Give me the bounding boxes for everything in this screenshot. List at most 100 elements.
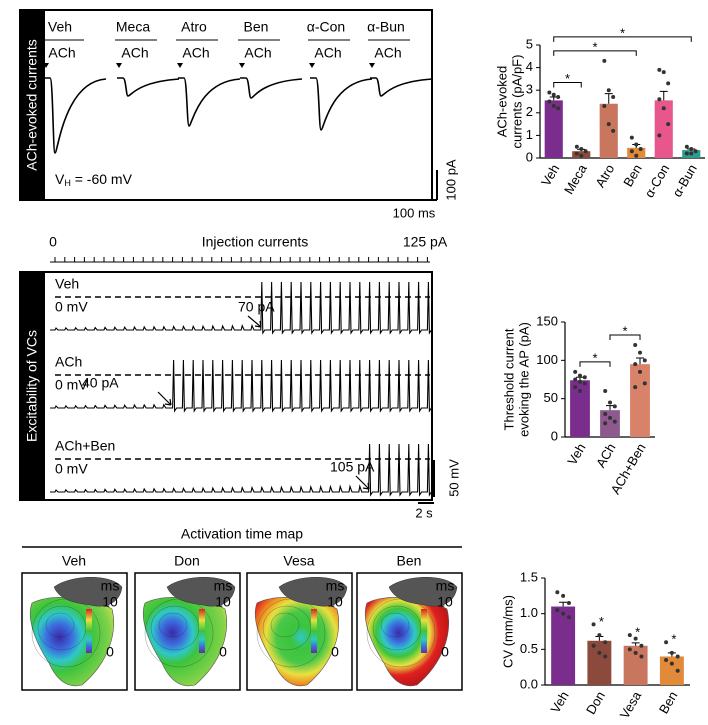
data-point — [675, 668, 680, 673]
y-tick-label: 4 — [526, 59, 533, 74]
bar — [551, 606, 576, 685]
current-trace — [178, 77, 241, 127]
side-label: ACh-evoked currents — [24, 39, 40, 171]
x-tick-label: Ben — [620, 162, 645, 190]
colorbar — [311, 609, 317, 653]
bar — [599, 103, 618, 158]
threshold-label: 105 pA — [330, 459, 375, 475]
y-tick-label: 1.5 — [520, 569, 538, 584]
data-point — [603, 389, 608, 393]
data-point — [597, 633, 602, 638]
data-point — [602, 104, 607, 109]
threshold-arrow — [355, 475, 370, 490]
data-point — [612, 404, 617, 409]
data-point — [669, 650, 674, 655]
data-point — [634, 153, 639, 158]
stimulus-label: ACh — [48, 45, 75, 61]
contour — [45, 612, 75, 638]
colorbar-unit: ms — [214, 578, 233, 594]
data-point — [657, 67, 662, 72]
x-tick-label: Vesa — [617, 688, 645, 721]
colorbar-unit: ms — [326, 578, 345, 594]
x-tick-label: Meca — [561, 161, 590, 197]
ramp — [50, 257, 430, 263]
current-trace — [117, 77, 180, 97]
bar — [544, 100, 563, 158]
side-strip — [20, 10, 45, 200]
data-point — [638, 369, 642, 374]
data-point — [627, 633, 632, 638]
data-point — [639, 643, 644, 648]
atria — [166, 577, 236, 607]
data-point — [629, 135, 634, 140]
y-tick-label: 1 — [526, 127, 533, 142]
data-point — [633, 385, 638, 390]
side-label: Excitability of VCs — [24, 330, 40, 442]
condition-label: α-Bun — [367, 19, 405, 35]
map-label: Veh — [62, 553, 86, 569]
data-point — [556, 94, 561, 99]
data-point — [574, 151, 579, 156]
data-point — [666, 122, 671, 127]
stimulus-marker — [177, 63, 183, 68]
voltage-trace — [50, 281, 432, 335]
x-tick-label: α-Con — [641, 162, 672, 200]
map-label: Vesa — [283, 553, 314, 569]
data-point — [579, 146, 584, 151]
x-tick-label: α-Bun — [669, 162, 699, 200]
colorbar-max: 10 — [215, 594, 231, 610]
condition-label: α-Con — [307, 19, 345, 35]
x-tick-label: Ben — [656, 689, 681, 717]
y-tick-label: 0.0 — [520, 676, 538, 691]
data-point — [606, 88, 611, 93]
y-tick-label: 150 — [536, 313, 558, 328]
map-label: Don — [174, 553, 200, 569]
data-point — [561, 611, 566, 616]
stimulus-marker — [43, 63, 49, 68]
error-bar — [559, 601, 568, 607]
significance-label: * — [565, 71, 570, 86]
error-bar — [659, 90, 668, 101]
map-title: Activation time map — [181, 526, 303, 542]
significance-bracket — [553, 36, 692, 42]
y-axis-label: CV (mm/ms) — [500, 595, 515, 668]
data-point — [611, 128, 616, 133]
trace-name: ACh+Ben — [55, 438, 115, 454]
significance-label: * — [592, 350, 597, 365]
data-point — [627, 647, 632, 652]
voltage-trace — [50, 443, 432, 497]
data-point — [693, 149, 698, 154]
data-point — [574, 144, 579, 149]
y-tick-label: 2 — [526, 104, 533, 119]
atria — [53, 577, 123, 607]
threshold-arrow — [247, 315, 262, 328]
data-point — [578, 389, 582, 393]
significance-bracket — [553, 81, 582, 88]
data-point — [638, 146, 643, 151]
error-bar — [595, 635, 604, 641]
y-tick-label: 100 — [536, 352, 558, 367]
significance-bracket — [609, 334, 641, 340]
voltage-trace — [50, 359, 432, 413]
x-tick-label: ACh — [593, 441, 619, 470]
bar — [587, 640, 612, 685]
colorbar — [421, 609, 427, 653]
stimulus-label: ACh — [121, 45, 148, 61]
data-point — [633, 650, 638, 655]
data-point — [597, 650, 602, 655]
data-point — [555, 608, 560, 613]
data-point — [566, 600, 571, 605]
colorbar-min: 0 — [106, 644, 114, 660]
x-tick-label: Veh — [547, 689, 571, 716]
data-point — [642, 358, 647, 363]
data-point — [551, 104, 556, 109]
colorbar-max: 10 — [102, 594, 118, 610]
trace-name: ACh — [55, 354, 82, 370]
significance-label: * — [671, 632, 676, 647]
data-point — [669, 661, 674, 666]
